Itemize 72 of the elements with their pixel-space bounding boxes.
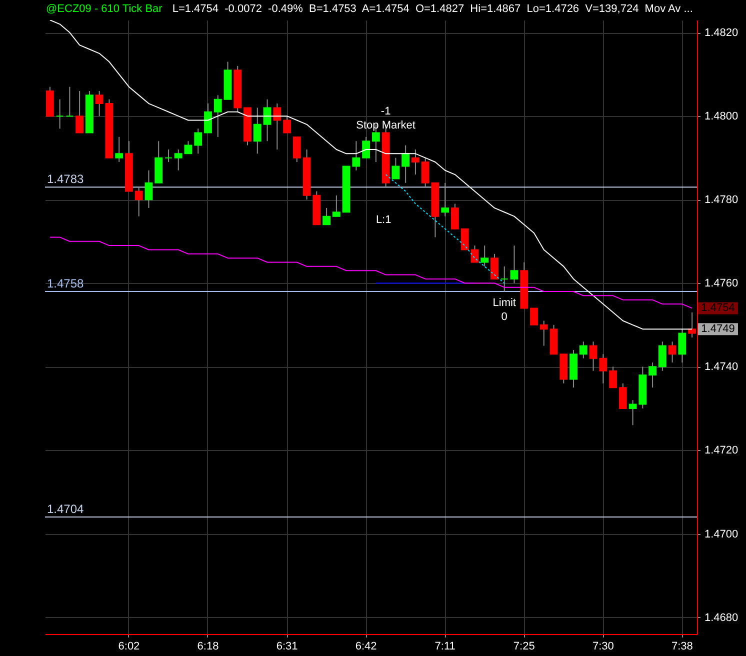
ref-line-label: 1.4783	[47, 172, 84, 186]
candlestick	[164, 148, 172, 163]
y-tick-label: 1.4700	[704, 528, 738, 540]
x-tick-label: 6:18	[197, 640, 219, 652]
candlestick	[292, 136, 301, 163]
candlestick	[441, 182, 450, 217]
candlestick	[490, 253, 498, 280]
candlestick	[618, 382, 627, 409]
annotation: L:1	[376, 214, 392, 226]
chart-subtitle: L=1.4754 -0.0072 -0.49% B=1.4753 A=1.4754 O=1.4827 Hi=1.4867 Lo=1.4726 V=139,724 Mov Av ...	[172, 3, 693, 15]
x-tick-label: 6:02	[118, 640, 140, 652]
x-tick-label: 6:42	[355, 640, 377, 652]
x-tick-label: 6:31	[276, 640, 298, 652]
candlestick	[609, 366, 617, 388]
y-tick-label: 1.4740	[704, 361, 738, 374]
x-tick-label: 7:11	[434, 640, 456, 652]
ref-line-label: 1.4704	[47, 502, 84, 516]
candlestick	[530, 308, 538, 326]
candlestick	[678, 328, 686, 364]
candlestick	[480, 245, 489, 267]
candlestick	[66, 86, 74, 117]
candlestick	[174, 148, 182, 171]
candlestick	[579, 341, 588, 359]
candlestick	[184, 140, 192, 154]
candlestick	[658, 341, 666, 372]
x-tick-label: 7:38	[671, 640, 693, 652]
y-tick-label: 1.4760	[704, 278, 738, 290]
chart-title: @ECZ09 - 610 Tick Bar	[46, 3, 162, 15]
y-tick-label: 1.4780	[704, 194, 738, 206]
candlestick	[134, 186, 143, 217]
candlestick	[589, 341, 598, 372]
y-tick-label: 1.4680	[704, 612, 738, 624]
y-tick-label: 1.4800	[704, 110, 738, 123]
candlestick	[451, 203, 459, 230]
candlestick	[204, 103, 212, 134]
y-tick-label: 1.4720	[704, 444, 738, 457]
candlestick	[402, 144, 410, 184]
candlestick	[76, 90, 84, 134]
x-tick-label: 7:25	[513, 640, 535, 652]
candlestick	[668, 341, 676, 364]
candlestick	[470, 245, 479, 263]
y-tick-label: 1.4820	[704, 27, 738, 40]
x-tick-label: 7:30	[592, 640, 614, 652]
annotation: -1 Stop Market	[356, 106, 416, 132]
candlestick	[332, 194, 340, 217]
candlestick	[362, 136, 370, 158]
candlestick	[144, 170, 153, 208]
candlestick	[56, 98, 64, 130]
candlestick	[510, 245, 518, 284]
line-series	[49, 236, 693, 309]
candlestick	[648, 362, 657, 388]
candlestick	[214, 94, 222, 138]
candlestick	[500, 266, 508, 292]
candlestick	[263, 98, 272, 142]
candlestick	[421, 157, 430, 188]
candlestick	[273, 103, 282, 150]
candlestick	[392, 157, 400, 180]
candlestick	[599, 354, 608, 384]
candlestick	[460, 228, 469, 250]
annotation: 1.4754	[701, 302, 735, 314]
candlestick	[322, 207, 331, 226]
candlestick	[540, 320, 548, 346]
candlestick	[283, 116, 291, 134]
ref-line-label: 1.4758	[47, 276, 84, 290]
annotation: Limit 0	[492, 297, 516, 324]
candlestick	[95, 90, 104, 117]
annotation: 1.4749	[701, 323, 735, 336]
candlestick	[253, 107, 262, 154]
candlestick	[411, 148, 420, 176]
candlestick	[194, 128, 202, 154]
candlestick	[115, 136, 124, 163]
candlestick	[628, 400, 637, 426]
